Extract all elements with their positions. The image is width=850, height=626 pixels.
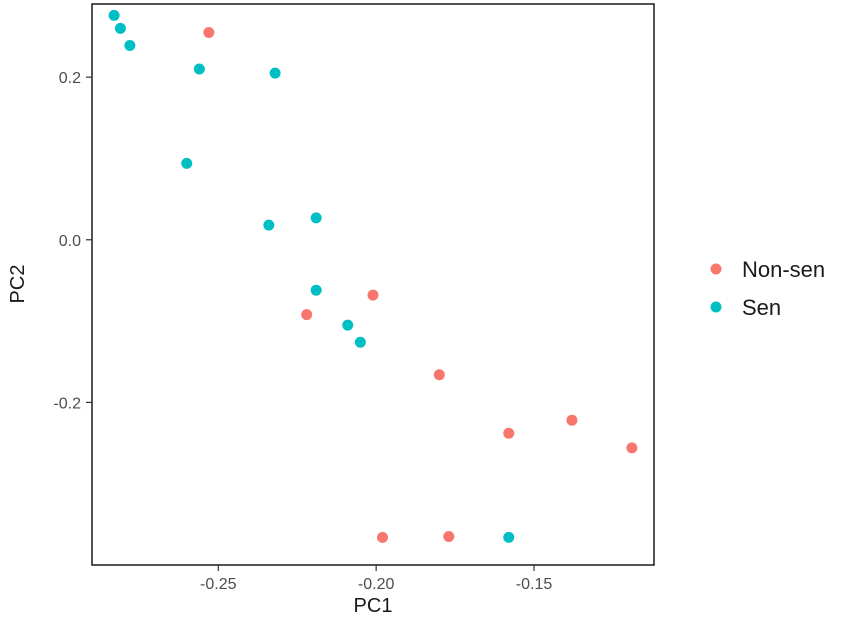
point-non-sen (301, 309, 313, 321)
x-tick-label: -0.15 (516, 576, 553, 593)
legend-key-sen (710, 301, 722, 313)
point-non-sen (433, 369, 445, 381)
x-axis: -0.25 -0.20 -0.15 (200, 565, 552, 593)
point-non-sen (503, 427, 515, 439)
point-sen (310, 284, 322, 296)
point-non-sen (203, 26, 215, 38)
plot-panel (91, 3, 655, 566)
point-sen (108, 9, 120, 21)
x-tick-label: -0.25 (200, 576, 237, 593)
y-axis: -0.2 0.0 0.2 (53, 70, 92, 412)
x-tick-label: -0.20 (358, 576, 395, 593)
y-axis-title: PC2 (7, 265, 29, 304)
legend-key-non-sen (710, 263, 722, 275)
point-sen (342, 319, 354, 331)
legend-label-sen: Sen (742, 295, 781, 320)
point-sen (124, 39, 136, 51)
y-tick-label: 0.0 (59, 233, 81, 250)
point-sen (354, 336, 366, 348)
point-sen (181, 157, 193, 169)
point-non-sen (566, 414, 578, 426)
legend: Non-sen Sen (710, 257, 825, 320)
legend-label-non-sen: Non-sen (742, 257, 825, 282)
point-non-sen (443, 531, 455, 543)
point-non-sen (367, 289, 379, 301)
point-sen (503, 531, 515, 543)
point-non-sen (626, 442, 638, 454)
point-sen (310, 212, 322, 224)
x-axis-title: PC1 (354, 595, 393, 617)
point-sen (263, 219, 275, 231)
y-tick-label: 0.2 (59, 70, 81, 87)
y-tick-label: -0.2 (53, 395, 81, 412)
point-sen (269, 67, 281, 79)
point-sen (193, 63, 205, 75)
point-sen (114, 22, 126, 34)
points-layer (108, 9, 638, 543)
point-non-sen (376, 531, 388, 543)
